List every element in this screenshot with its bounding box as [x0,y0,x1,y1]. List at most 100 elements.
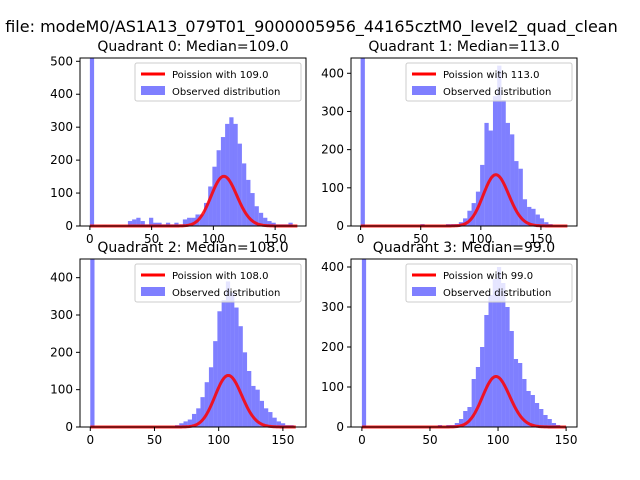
y-tick-label: 0 [336,420,344,434]
x-tick-label: 50 [422,433,437,447]
histogram-bar [234,307,239,427]
y-tick-label: 100 [50,383,73,397]
x-tick-label: 0 [86,232,94,246]
histogram-bar [127,221,133,226]
legend: Poission with 109.0 Observed distribution [134,62,302,102]
histogram-bar [242,163,247,226]
histogram-bar [513,359,519,427]
histogram-bar [530,395,535,427]
legend-box [134,62,302,102]
histogram-bar [199,214,205,226]
histogram-bar [191,217,196,226]
legend-entry-observed: Observed distribution [172,87,280,98]
histogram-bar [475,367,481,427]
histogram-bar [467,210,472,226]
histogram-bar [246,179,251,226]
subplot-quadrant-2: 0 50 100 150 0 100 200 300 400 Quadrant 2: Median… [50,240,307,447]
y-tick-label: 300 [50,120,73,134]
legend-entry-observed: Observed distribution [443,87,551,98]
histogram-bar [539,218,545,226]
histogram-bar [259,400,265,427]
histogram-bar [518,168,523,226]
histogram-bar [203,202,209,226]
histogram-bar [271,222,276,226]
histogram-bar [187,217,192,226]
legend-entry-poisson: Poission with 109.0 [172,70,268,81]
histogram-bar [263,217,268,226]
y-tick-label: 300 [321,104,344,118]
legend-entry-observed: Observed distribution [172,288,280,299]
histogram-bar [213,341,218,427]
x-tick-label: 0 [358,433,366,447]
histogram-bar [212,166,217,226]
histogram-bar [514,161,519,226]
histogram-bar [527,206,532,226]
histogram-bar [544,222,549,226]
histogram-bar [237,143,242,226]
histogram-bar [505,307,510,427]
histogram-bar [484,315,489,427]
histogram-bar [204,382,209,427]
legend-swatch-observed [141,86,165,95]
histogram-bar [467,407,472,427]
legend-box [134,263,302,303]
legend-entry-poisson: Poission with 99.0 [443,271,533,282]
histogram-bar [216,150,221,226]
legend-entry-poisson: Poission with 113.0 [443,70,539,81]
histogram-bar [230,292,235,427]
histogram-bar [196,408,201,427]
y-tick-label: 400 [50,87,73,101]
histogram-bar [288,222,293,226]
histogram-bar [484,122,489,226]
histogram-bar [238,326,243,427]
histogram-bar [360,58,365,226]
y-tick-label: 0 [65,420,73,434]
legend-swatch-observed [141,287,165,296]
histogram-bar [543,415,548,427]
y-tick-label: 100 [321,380,344,394]
y-tick-label: 0 [336,219,344,233]
subplot-quadrant-0: 0 50 100 150 0 100 200 300 400 500 Quadrant 0: Med… [50,39,307,246]
legend-swatch-observed [412,86,436,95]
subplot-title: Quadrant 2: Median=108.0 [97,240,288,256]
histogram-bar [229,117,234,226]
histogram-bar [258,212,264,226]
histogram-bar [509,331,514,427]
histogram-bar [535,214,540,226]
histogram-bar [247,371,252,427]
legend: Poission with 108.0 Observed distribution [134,263,302,303]
x-tick-label: 100 [207,433,230,447]
histogram-bar [531,208,536,226]
y-tick-label: 300 [50,308,73,322]
histogram-bar [255,389,260,427]
histogram-bar [191,413,197,427]
histogram-bar [165,222,171,226]
histogram-bar [179,423,184,427]
x-tick-label: 100 [202,232,225,246]
histogram-bar [174,222,179,226]
axes-frame [79,258,307,428]
x-tick-label: 0 [86,433,94,447]
subplot-quadrant-1: 0 50 100 150 0 100 200 300 400 Quadrant 1: Median… [321,39,578,246]
histogram-bar [89,58,95,226]
histogram-bars [361,259,561,427]
y-tick-label: 200 [50,345,73,359]
x-tick-label: 0 [357,232,365,246]
histogram-bar [492,96,498,226]
histogram-bar [361,259,367,427]
histogram-bar [501,283,506,427]
histogram-bar [501,100,506,226]
histogram-bar [267,221,272,226]
histogram-bar [200,397,205,427]
legend: Poission with 113.0 Observed distribution [405,62,573,102]
histogram-bar [458,419,464,427]
histogram-bar [90,259,95,427]
axes-frame [79,57,307,227]
y-tick-label: 200 [321,143,344,157]
histogram-bar [264,408,269,427]
histogram-bar [233,123,238,226]
histogram-bar [208,367,214,427]
histogram-bar [149,217,154,226]
y-tick-label: 400 [321,66,344,80]
